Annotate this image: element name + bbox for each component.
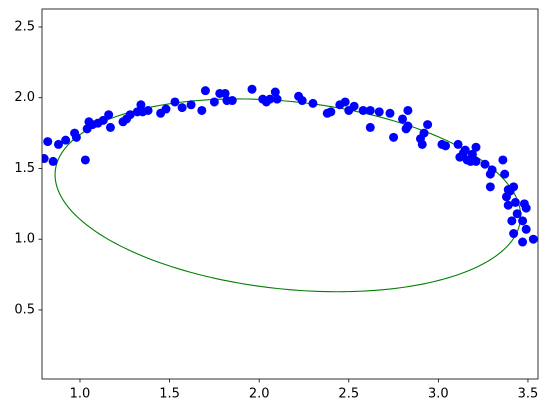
fitted-ellipse	[54, 98, 522, 293]
scatter-point	[209, 97, 219, 107]
scatter-point	[453, 139, 463, 149]
scatter-point	[471, 156, 481, 166]
scatter-point	[247, 84, 257, 94]
scatter-point	[71, 132, 81, 142]
plot-area	[42, 84, 538, 293]
axes-frame	[41, 8, 539, 380]
scatter-point	[365, 122, 375, 132]
scatter-point	[480, 159, 490, 169]
scatter-point	[297, 96, 307, 106]
scatter-point	[136, 100, 146, 110]
scatter-point	[161, 104, 171, 114]
scatter-point	[125, 110, 135, 120]
y-tick-label: 1.5	[14, 161, 35, 176]
scatter-point	[265, 94, 275, 104]
scatter-point	[389, 132, 399, 142]
x-tick-label: 1.0	[70, 387, 91, 402]
scatter-point	[507, 216, 517, 226]
scatter-point	[467, 149, 477, 159]
scatter-point	[200, 86, 210, 96]
scatter-point	[349, 101, 359, 111]
scatter-point	[186, 100, 196, 110]
scatter-point	[458, 148, 468, 158]
x-tick-label: 3.0	[428, 387, 449, 402]
y-tick-label: 2.5	[14, 19, 35, 34]
x-tick-label: 2.0	[249, 387, 270, 402]
scatter-point	[521, 224, 531, 234]
x-tick-label: 3.5	[518, 387, 539, 402]
scatter-point	[503, 200, 513, 210]
scatter-point	[98, 115, 108, 125]
scatter-point	[170, 97, 180, 107]
scatter-point	[270, 87, 280, 97]
scatter-point	[471, 142, 481, 152]
scatter-point	[374, 107, 384, 117]
scatter-point	[403, 121, 413, 131]
scatter-point	[500, 169, 510, 179]
scatter-point	[365, 105, 375, 115]
scatter-point	[80, 155, 90, 165]
scatter-point	[512, 209, 522, 219]
scatter-point	[48, 156, 58, 166]
scatter-point	[518, 216, 528, 226]
scatter-point	[358, 105, 368, 115]
scatter-point	[528, 234, 538, 244]
scatter-point	[104, 110, 114, 120]
scatter-point	[105, 122, 115, 132]
y-tick-label: 0.5	[14, 302, 35, 317]
scatter-point	[485, 182, 495, 192]
x-tick-label: 2.5	[338, 387, 359, 402]
scatter-point	[272, 94, 282, 104]
scatter-point	[509, 229, 519, 239]
scatter-point	[509, 182, 519, 192]
scatter-point	[403, 105, 413, 115]
scatter-point	[227, 96, 237, 106]
scatter-point	[419, 128, 429, 138]
scatter-point	[423, 120, 433, 130]
scatter-point	[61, 135, 71, 145]
scatter-point	[518, 237, 528, 247]
scatter-point	[417, 139, 427, 149]
y-tick-label: 1.0	[14, 232, 35, 247]
scatter-point	[220, 88, 230, 98]
scatter-point	[197, 105, 207, 115]
scatter-point	[143, 105, 153, 115]
scatter-point	[521, 203, 531, 213]
scatter-point	[340, 97, 350, 107]
scatter-point	[510, 197, 520, 207]
scatter-point	[326, 107, 336, 117]
scatter-point	[42, 154, 49, 164]
scatter-point	[385, 108, 395, 118]
scatter-point	[308, 98, 318, 108]
x-tick-label: 1.5	[159, 387, 180, 402]
scatter-point	[177, 103, 187, 113]
scatter-point	[498, 155, 508, 165]
scatter-point	[398, 114, 408, 124]
scatter-point	[441, 141, 451, 151]
scatter-point	[53, 139, 63, 149]
scatter-point	[487, 165, 497, 175]
y-tick-label: 2.0	[14, 90, 35, 105]
scatter-point	[43, 137, 53, 147]
